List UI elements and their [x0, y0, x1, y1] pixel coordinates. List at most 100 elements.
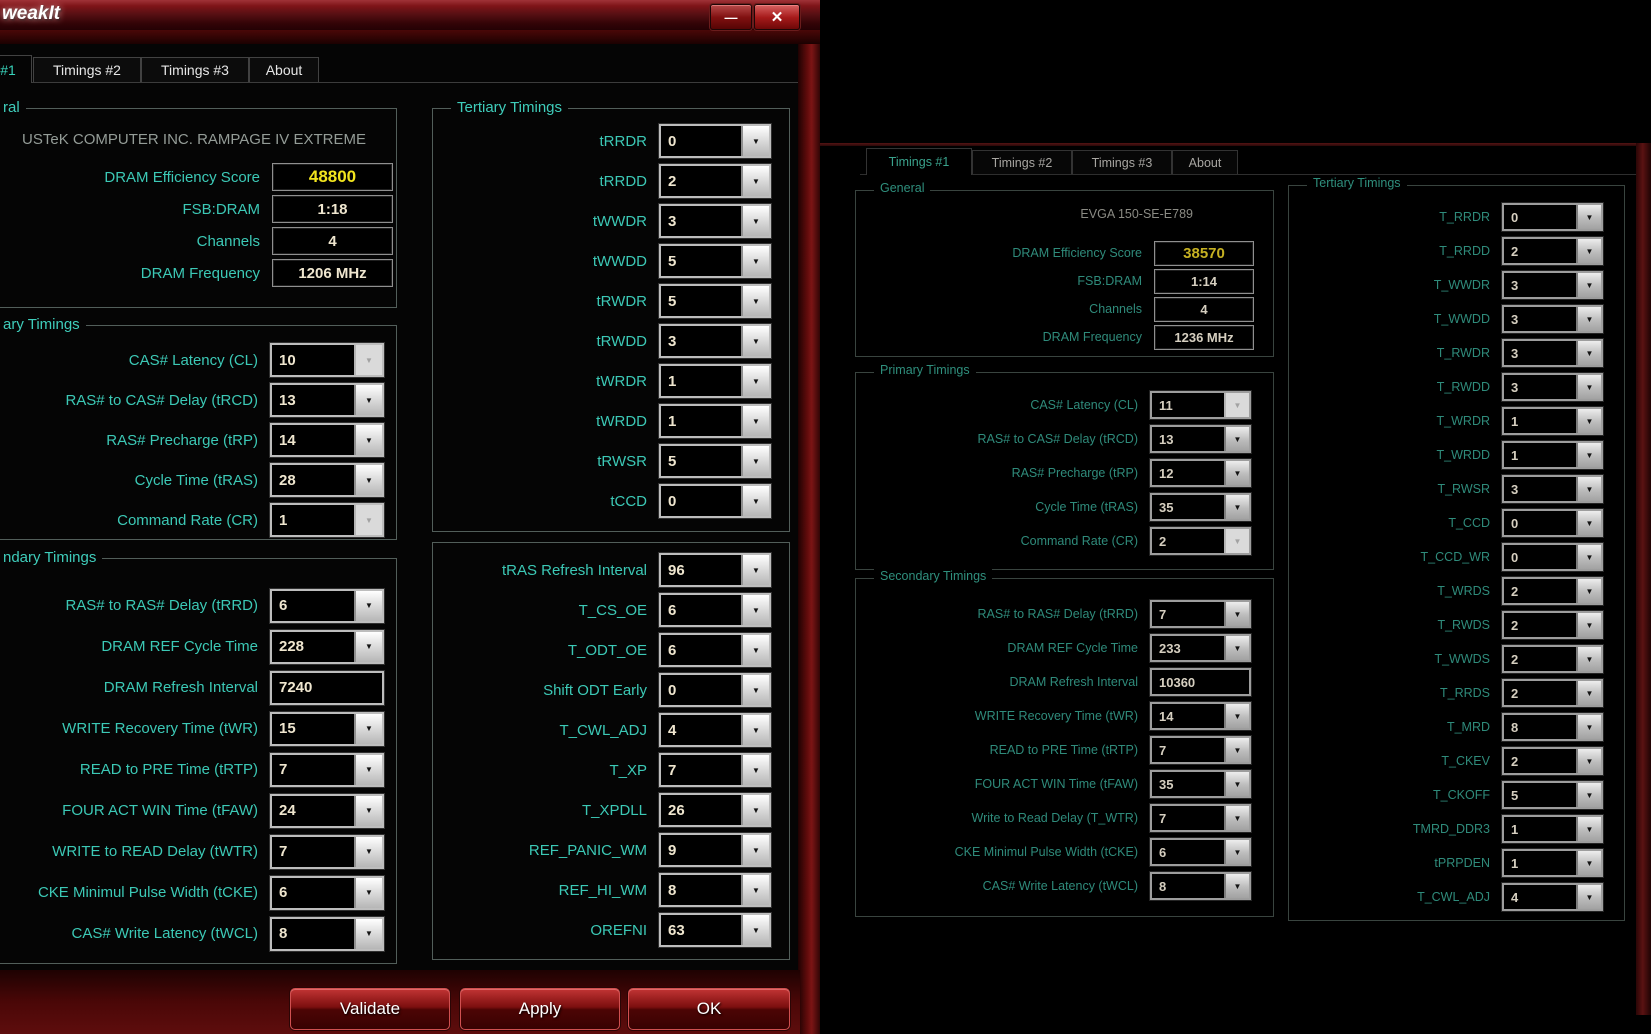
timing-combobox[interactable]: 0 ▼	[659, 673, 771, 707]
timing-combobox[interactable]: 3 ▼	[1502, 475, 1603, 503]
timing-combobox[interactable]: 8 ▼	[1502, 713, 1603, 741]
titlebar[interactable]: weakIt	[0, 0, 820, 30]
timing-combobox[interactable]: 2 ▼	[1502, 611, 1603, 639]
dropdown-arrow-icon[interactable]: ▼	[1576, 817, 1601, 841]
dropdown-arrow-icon[interactable]: ▼	[1576, 715, 1601, 739]
dropdown-arrow-icon[interactable]: ▼	[741, 286, 769, 316]
dropdown-arrow-icon[interactable]: ▼	[354, 345, 382, 375]
tab-timings-3[interactable]: Timings #3	[1072, 150, 1172, 175]
timing-combobox[interactable]: 1 ▼	[659, 364, 771, 398]
timing-combobox[interactable]: 26 ▼	[659, 793, 771, 827]
dropdown-arrow-icon[interactable]: ▼	[354, 385, 382, 415]
dropdown-arrow-icon[interactable]: ▼	[1224, 738, 1249, 762]
timing-combobox[interactable]: 10360 ▼	[1150, 668, 1251, 696]
timing-combobox[interactable]: 3 ▼	[659, 204, 771, 238]
timing-combobox[interactable]: 7 ▼	[270, 834, 384, 869]
dropdown-arrow-icon[interactable]: ▼	[354, 795, 382, 826]
timing-combobox[interactable]: 10 ▼	[270, 343, 384, 377]
dropdown-arrow-icon[interactable]: ▼	[1576, 375, 1601, 399]
dropdown-arrow-icon[interactable]: ▼	[354, 631, 382, 662]
timing-combobox[interactable]: 7 ▼	[659, 753, 771, 787]
dropdown-arrow-icon[interactable]: ▼	[354, 505, 382, 535]
dropdown-arrow-icon[interactable]: ▼	[354, 836, 382, 867]
dropdown-arrow-icon[interactable]: ▼	[741, 446, 769, 476]
timing-combobox[interactable]: 2 ▼	[1502, 237, 1603, 265]
dropdown-arrow-icon[interactable]: ▼	[1576, 545, 1601, 569]
dropdown-arrow-icon[interactable]: ▼	[1224, 529, 1249, 553]
timing-combobox[interactable]: 2 ▼	[659, 164, 771, 198]
tab-about[interactable]: About	[249, 57, 319, 83]
timing-combobox[interactable]: 14 ▼	[1150, 702, 1251, 730]
tab-timings-2[interactable]: Timings #2	[972, 150, 1072, 175]
timing-combobox[interactable]: 6 ▼	[659, 593, 771, 627]
dropdown-arrow-icon[interactable]: ▼	[1576, 477, 1601, 501]
timing-combobox[interactable]: 0 ▼	[1502, 203, 1603, 231]
timing-combobox[interactable]: 7 ▼	[1150, 600, 1251, 628]
dropdown-arrow-icon[interactable]: ▼	[741, 875, 769, 905]
dropdown-arrow-icon[interactable]: ▼	[1576, 511, 1601, 535]
tab-timings-1[interactable]: #1	[0, 55, 32, 83]
timing-combobox[interactable]: 13 ▼	[1150, 425, 1251, 453]
dropdown-arrow-icon[interactable]: ▼	[1224, 704, 1249, 728]
timing-combobox[interactable]: 15 ▼	[270, 711, 384, 746]
dropdown-arrow-icon[interactable]: ▼	[1576, 205, 1601, 229]
timing-combobox[interactable]: 1 ▼	[1502, 407, 1603, 435]
dropdown-arrow-icon[interactable]: ▼	[741, 206, 769, 236]
timing-combobox[interactable]: 4 ▼	[659, 713, 771, 747]
timing-combobox[interactable]: 35 ▼	[1150, 493, 1251, 521]
dropdown-arrow-icon[interactable]: ▼	[741, 366, 769, 396]
timing-combobox[interactable]: 2 ▼	[1502, 747, 1603, 775]
timing-combobox[interactable]: 1 ▼	[1502, 441, 1603, 469]
dropdown-arrow-icon[interactable]: ▼	[741, 715, 769, 745]
dropdown-arrow-icon[interactable]: ▼	[1576, 851, 1601, 875]
dropdown-arrow-icon[interactable]: ▼	[1224, 636, 1249, 660]
timing-combobox[interactable]: 5 ▼	[659, 444, 771, 478]
timing-combobox[interactable]: 228 ▼	[270, 629, 384, 664]
timing-combobox[interactable]: 2 ▼	[1502, 679, 1603, 707]
timing-combobox[interactable]: 0 ▼	[659, 124, 771, 158]
timing-combobox[interactable]: 7 ▼	[270, 752, 384, 787]
dropdown-arrow-icon[interactable]: ▼	[1576, 443, 1601, 467]
dropdown-arrow-icon[interactable]: ▼	[1224, 393, 1249, 417]
dropdown-arrow-icon[interactable]: ▼	[1576, 681, 1601, 705]
dropdown-arrow-icon[interactable]: ▼	[1224, 772, 1249, 796]
timing-combobox[interactable]: 63 ▼	[659, 913, 771, 947]
dropdown-arrow-icon[interactable]: ▼	[1224, 840, 1249, 864]
dropdown-arrow-icon[interactable]: ▼	[741, 755, 769, 785]
dropdown-arrow-icon[interactable]: ▼	[1576, 579, 1601, 603]
dropdown-arrow-icon[interactable]: ▼	[1576, 341, 1601, 365]
tab-timings-1[interactable]: Timings #1	[866, 148, 972, 175]
timing-combobox[interactable]: 0 ▼	[1502, 543, 1603, 571]
validate-button[interactable]: Validate	[290, 988, 450, 1030]
timing-combobox[interactable]: 7 ▼	[1150, 736, 1251, 764]
timing-combobox[interactable]: 4 ▼	[1502, 883, 1603, 911]
ok-button[interactable]: OK	[628, 988, 790, 1030]
timing-combobox[interactable]: 1 ▼	[659, 404, 771, 438]
dropdown-arrow-icon[interactable]: ▼	[1576, 613, 1601, 637]
timing-combobox[interactable]: 233 ▼	[1150, 634, 1251, 662]
timing-combobox[interactable]: 24 ▼	[270, 793, 384, 828]
dropdown-arrow-icon[interactable]: ▼	[1576, 783, 1601, 807]
dropdown-arrow-icon[interactable]: ▼	[1576, 409, 1601, 433]
timing-combobox[interactable]: 6 ▼	[1150, 838, 1251, 866]
minimize-button[interactable]: —	[710, 4, 752, 30]
timing-combobox[interactable]: 2 ▼	[1502, 645, 1603, 673]
timing-combobox[interactable]: 28 ▼	[270, 463, 384, 497]
timing-combobox[interactable]: 35 ▼	[1150, 770, 1251, 798]
tab-timings-3[interactable]: Timings #3	[141, 57, 249, 83]
timing-combobox[interactable]: 5 ▼	[659, 244, 771, 278]
timing-combobox[interactable]: 2 ▼	[1502, 577, 1603, 605]
dropdown-arrow-icon[interactable]: ▼	[741, 246, 769, 276]
timing-combobox[interactable]: 7240 ▼	[270, 670, 384, 705]
timing-combobox[interactable]: 8 ▼	[270, 916, 384, 951]
timing-combobox[interactable]: 5 ▼	[1502, 781, 1603, 809]
dropdown-arrow-icon[interactable]: ▼	[1576, 307, 1601, 331]
timing-combobox[interactable]: 8 ▼	[1150, 872, 1251, 900]
dropdown-arrow-icon[interactable]: ▼	[1224, 602, 1249, 626]
dropdown-arrow-icon[interactable]: ▼	[354, 918, 382, 949]
dropdown-arrow-icon[interactable]: ▼	[1224, 427, 1249, 451]
timing-combobox[interactable]: 1 ▼	[1502, 815, 1603, 843]
dropdown-arrow-icon[interactable]: ▼	[1576, 647, 1601, 671]
timing-combobox[interactable]: 9 ▼	[659, 833, 771, 867]
dropdown-arrow-icon[interactable]: ▼	[354, 754, 382, 785]
